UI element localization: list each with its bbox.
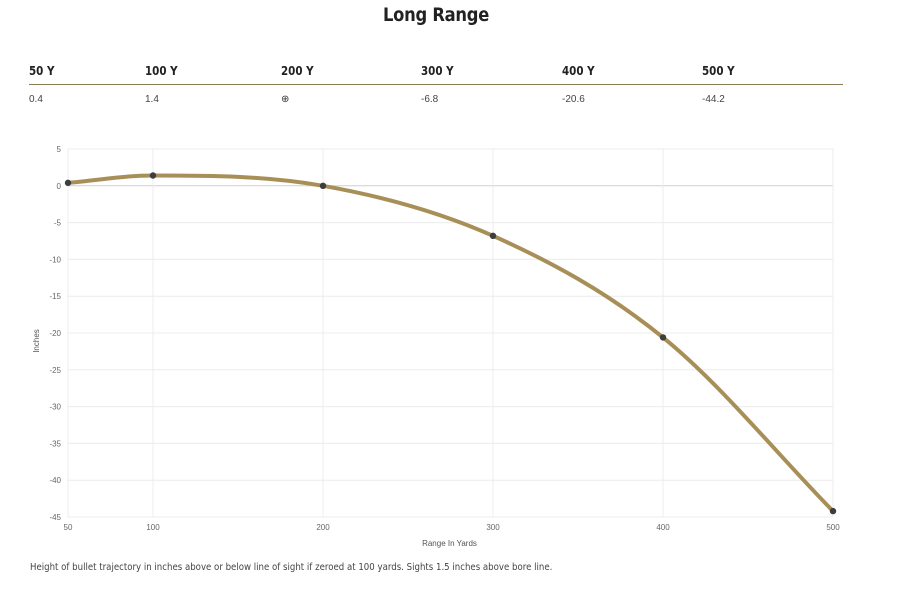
y-tick-label: -35 bbox=[49, 439, 61, 448]
table-header-cell: 50 Y bbox=[29, 64, 55, 78]
page-title: Long Range bbox=[382, 4, 490, 26]
y-tick-label: -5 bbox=[54, 219, 62, 228]
table-header-cell: 300 Y bbox=[421, 64, 454, 78]
table-cell: 1.4 bbox=[145, 94, 159, 105]
y-tick-label: -15 bbox=[49, 292, 61, 301]
data-point bbox=[64, 179, 72, 187]
table-cell: 0.4 bbox=[29, 94, 43, 105]
y-tick-label: 5 bbox=[57, 145, 62, 154]
trajectory-table: 50 Y 100 Y 200 Y 300 Y 400 Y 500 Y 0.4 1… bbox=[29, 62, 843, 109]
trajectory-line bbox=[66, 173, 835, 514]
data-point bbox=[319, 182, 327, 189]
zero-crosshair-icon: ⊕ bbox=[281, 94, 290, 105]
table-cell: -44.2 bbox=[702, 94, 725, 105]
table-header-row: 50 Y 100 Y 200 Y 300 Y 400 Y 500 Y bbox=[29, 62, 843, 85]
data-point bbox=[489, 232, 497, 240]
y-tick-label: -40 bbox=[49, 476, 61, 485]
x-tick-label: 50 bbox=[64, 523, 73, 532]
y-tick-label: 0 bbox=[57, 182, 62, 191]
table-header-cell: 100 Y bbox=[145, 64, 178, 78]
x-tick-label: 400 bbox=[656, 523, 670, 532]
table-cell: -6.8 bbox=[421, 94, 439, 105]
x-tick-label: 300 bbox=[486, 523, 500, 532]
x-tick-label: 500 bbox=[826, 523, 840, 532]
table-cell: -20.6 bbox=[562, 94, 585, 105]
x-tick-label: 100 bbox=[146, 523, 160, 532]
table-header-cell: 400 Y bbox=[562, 64, 595, 78]
table-row: 0.4 1.4 ⊕ -6.8 -20.6 -44.2 bbox=[29, 85, 843, 109]
x-tick-label: 200 bbox=[316, 523, 330, 532]
data-point bbox=[659, 334, 667, 341]
y-tick-label: -10 bbox=[49, 255, 61, 264]
table-header-cell: 200 Y bbox=[281, 64, 314, 78]
data-point bbox=[829, 507, 837, 515]
y-axis-label: Inches bbox=[32, 329, 41, 353]
y-tick-label: -20 bbox=[49, 329, 61, 338]
x-axis-label: Range In Yards bbox=[422, 539, 477, 548]
table-header-cell: 500 Y bbox=[702, 64, 735, 78]
y-tick-label: -25 bbox=[49, 366, 61, 375]
y-tick-label: -30 bbox=[49, 403, 61, 412]
y-tick-label: -45 bbox=[49, 513, 61, 522]
chart-caption: Height of bullet trajectory in inches ab… bbox=[30, 562, 553, 573]
data-point bbox=[149, 172, 157, 179]
